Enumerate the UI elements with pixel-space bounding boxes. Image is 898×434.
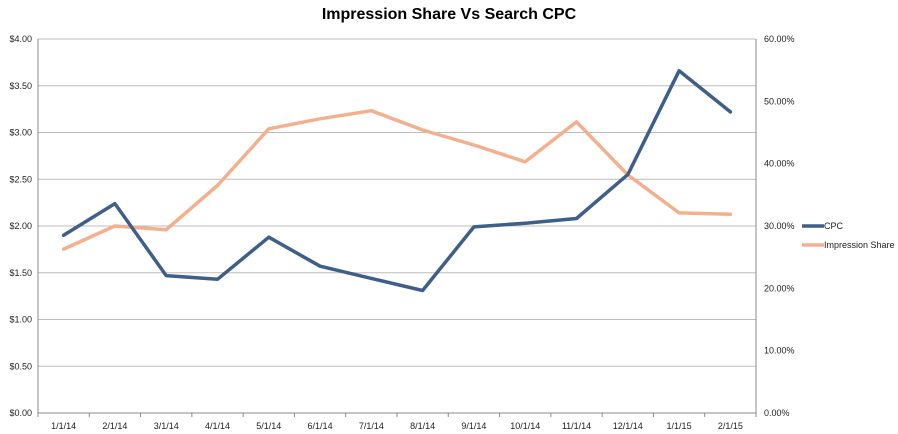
- right-tick-label: 0.00%: [764, 408, 790, 418]
- x-tick-label: 7/1/14: [359, 421, 384, 431]
- right-axis-ticks: 0.00% 10.00% 20.00% 30.00% 40.00% 50.00% 60.00…: [764, 34, 795, 418]
- left-tick-label: $3.50: [9, 81, 32, 91]
- right-tick-label: 40.00%: [764, 159, 795, 169]
- x-tick-label: 1/1/14: [51, 421, 76, 431]
- left-axis-ticks: $0.00 $0.50 $1.00 $1.50 $2.00 $2.50 $3.00 $3.50…: [9, 34, 32, 418]
- left-tick-label: $1.50: [9, 268, 32, 278]
- right-tick-label: 10.00%: [764, 346, 795, 356]
- left-tick-label: $0.00: [9, 408, 32, 418]
- grid-lines: [37, 38, 757, 417]
- x-tick-label: 2/1/14: [102, 421, 127, 431]
- x-tick-label: 5/1/14: [256, 421, 281, 431]
- x-tick-label: 8/1/14: [410, 421, 435, 431]
- x-tick-label: 4/1/14: [205, 421, 230, 431]
- x-tick-label: 6/1/14: [308, 421, 333, 431]
- left-tick-label: $2.50: [9, 174, 32, 184]
- left-tick-label: $2.00: [9, 221, 32, 231]
- chart-title: Impression Share Vs Search CPC: [321, 6, 577, 23]
- x-tick-label: 10/1/14: [510, 421, 540, 431]
- x-tick-label: 12/1/14: [613, 421, 643, 431]
- right-tick-label: 50.00%: [764, 96, 795, 106]
- series-lines: [61, 69, 733, 293]
- right-tick-label: 30.00%: [764, 221, 795, 231]
- x-tick-label: 9/1/14: [461, 421, 486, 431]
- right-tick-label: 20.00%: [764, 283, 795, 293]
- x-tick-label: 2/1/15: [718, 421, 743, 431]
- left-tick-label: $0.50: [9, 361, 32, 371]
- left-tick-label: $1.00: [9, 315, 32, 325]
- series-line-impression-share: [61, 108, 733, 251]
- x-axis-ticks: 1/1/14 2/1/14 3/1/14 4/1/14 5/1/14 6/1/14 7/1/…: [51, 421, 743, 431]
- left-tick-label: $3.00: [9, 128, 32, 138]
- x-tick-label: 3/1/14: [154, 421, 179, 431]
- left-tick-label: $4.00: [9, 34, 32, 44]
- legend-label: CPC: [824, 221, 844, 231]
- legend-label: Impression Share: [824, 240, 895, 250]
- x-tick-label: 1/1/15: [667, 421, 692, 431]
- right-tick-label: 60.00%: [764, 34, 795, 44]
- x-tick-label: 11/1/14: [562, 421, 591, 431]
- series-line-cpc: [61, 69, 733, 293]
- legend: CPC Impression Share: [802, 221, 895, 250]
